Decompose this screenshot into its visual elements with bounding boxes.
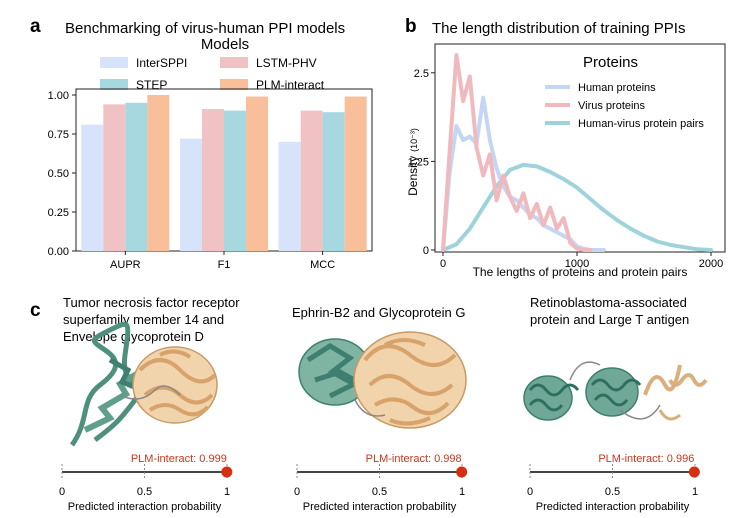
probability-tick-label: 0.5 bbox=[372, 486, 387, 498]
probability-scales: 0 0.5 1 PLM-interact: 0.999 Predicted intera… bbox=[59, 453, 700, 513]
probability-marker bbox=[688, 466, 700, 478]
bar-legend: InterSPPI LSTM-PHV STEP PLM-interact bbox=[100, 56, 325, 92]
line-x-tick-label: 0 bbox=[440, 258, 446, 270]
probability-axis-label: Predicted interaction probability bbox=[303, 501, 457, 513]
line-y-axis: 0 1.25 2.5 bbox=[408, 68, 435, 257]
line-legend: Human proteins Virus proteins Human-virus … bbox=[545, 82, 704, 130]
bar-plm-interact-f1 bbox=[246, 96, 268, 251]
protein-structure-3 bbox=[523, 361, 708, 421]
bar-legend-label: InterSPPI bbox=[136, 56, 187, 70]
probability-axis-label: Predicted interaction probability bbox=[536, 501, 690, 513]
line-y-tick-label: 0 bbox=[423, 245, 429, 257]
probability-axis-label: Predicted interaction probability bbox=[68, 501, 222, 513]
plm-interact-score: PLM-interact: 0.998 bbox=[366, 453, 462, 465]
bar-legend-swatch bbox=[100, 57, 128, 68]
bar-x-axis: AUPR F1 MCC bbox=[110, 251, 335, 271]
probability-tick-label: 0 bbox=[527, 486, 533, 498]
panel-label-a: a bbox=[30, 16, 41, 37]
bar-y-tick-label: 0.75 bbox=[48, 129, 69, 141]
bar-chart-panel: Benchmarking of virus-human PPI models M… bbox=[48, 20, 373, 271]
probability-tick-label: 0 bbox=[294, 486, 300, 498]
bar-intersppi-aupr bbox=[81, 124, 104, 251]
line-y-tick-label: 2.5 bbox=[414, 68, 429, 80]
protein-structure-2 bbox=[298, 331, 467, 429]
probability-tick-label: 1 bbox=[224, 486, 230, 498]
line-chart-panel: The length distribution of training PPIs… bbox=[406, 20, 726, 279]
line-series-1 bbox=[441, 53, 593, 252]
bar-y-tick-label: 0.25 bbox=[48, 207, 69, 219]
line-y-axis-label: Density (10⁻³) bbox=[406, 128, 420, 196]
bar-plm-interact-mcc bbox=[344, 96, 367, 251]
y-axis-label-unit: (10⁻³) bbox=[409, 128, 419, 152]
line-y-tick-label: 1.25 bbox=[408, 156, 429, 168]
bar-x-tick-label: AUPR bbox=[110, 259, 141, 271]
probability-tick-label: 1 bbox=[692, 486, 698, 498]
bar-series-group bbox=[81, 95, 367, 251]
probability-tick-label: 0.5 bbox=[605, 486, 620, 498]
probability-tick-label: 0.5 bbox=[137, 486, 152, 498]
bar-step-mcc bbox=[322, 112, 345, 251]
bar-legend-label: LSTM-PHV bbox=[256, 56, 317, 70]
plm-interact-score: PLM-interact: 0.999 bbox=[131, 453, 227, 465]
bar-legend-label: STEP bbox=[136, 78, 167, 92]
bar-x-tick-label: MCC bbox=[310, 259, 335, 271]
structure-caption-line: Ephrin-B2 and Glycoprotein G bbox=[292, 305, 465, 320]
bar-lstm-phv-mcc bbox=[300, 110, 323, 251]
bar-legend-swatch bbox=[100, 79, 128, 90]
line-series-2 bbox=[441, 162, 713, 252]
panel-label-c: c bbox=[30, 300, 41, 321]
line-plot-frame bbox=[434, 43, 726, 253]
y-axis-label-text: Density bbox=[406, 156, 420, 196]
probability-tick-label: 0 bbox=[59, 486, 65, 498]
bar-step-f1 bbox=[224, 110, 246, 251]
bar-intersppi-mcc bbox=[278, 141, 301, 251]
structure-captions: Tumor necrosis factor receptor superfamil… bbox=[63, 295, 689, 344]
structure-caption-line: Retinoblastoma-associated bbox=[530, 295, 687, 310]
plm-interact-score: PLM-interact: 0.996 bbox=[598, 453, 694, 465]
line-legend-label: Human-virus protein pairs bbox=[578, 118, 704, 130]
structure-caption-line: superfamily member 14 and bbox=[63, 312, 224, 327]
probability-marker bbox=[456, 466, 468, 478]
line-series-group bbox=[441, 53, 713, 252]
bar-lstm-phv-aupr bbox=[103, 104, 126, 251]
line-x-tick-label: 1000 bbox=[565, 258, 589, 270]
bar-y-tick-label: 0.50 bbox=[48, 168, 69, 180]
protein-structure-1 bbox=[69, 321, 218, 447]
bar-step-aupr bbox=[125, 102, 148, 251]
probability-marker bbox=[221, 466, 233, 478]
structure-caption-line: protein and Large T antigen bbox=[530, 312, 689, 327]
bar-legend-label: PLM-interact bbox=[256, 78, 325, 92]
structure-caption-line: Envelope glycoprotein D bbox=[63, 329, 204, 344]
line-x-tick-label: 2000 bbox=[699, 258, 723, 270]
probability-tick-label: 1 bbox=[459, 486, 465, 498]
structure-panel: Tumor necrosis factor receptor superfamil… bbox=[59, 295, 708, 513]
bar-legend-swatch bbox=[220, 79, 248, 90]
bar-legend-title: Models bbox=[201, 36, 249, 53]
bar-lstm-phv-f1 bbox=[202, 109, 224, 251]
line-x-axis: 0 1000 2000 bbox=[440, 252, 723, 270]
panel-label-b: b bbox=[405, 16, 417, 37]
bar-chart-title: Benchmarking of virus-human PPI models bbox=[65, 20, 345, 37]
line-legend-title: Proteins bbox=[583, 54, 638, 71]
line-legend-label: Virus proteins bbox=[578, 100, 646, 112]
bar-legend-swatch bbox=[220, 57, 248, 68]
bar-y-tick-label: 1.00 bbox=[48, 90, 69, 102]
bar-y-axis: 0.00 0.25 0.50 0.75 1.00 bbox=[48, 90, 76, 258]
structure-caption-line: Tumor necrosis factor receptor bbox=[63, 295, 240, 310]
bar-intersppi-f1 bbox=[180, 138, 202, 251]
line-x-axis-label: The lengths of proteins and protein pair… bbox=[473, 265, 688, 279]
bar-y-tick-label: 0.00 bbox=[48, 246, 69, 258]
bar-plm-interact-aupr bbox=[147, 95, 170, 251]
line-chart-title: The length distribution of training PPIs bbox=[432, 20, 685, 37]
line-legend-label: Human proteins bbox=[578, 82, 656, 94]
bar-x-tick-label: F1 bbox=[218, 259, 231, 271]
